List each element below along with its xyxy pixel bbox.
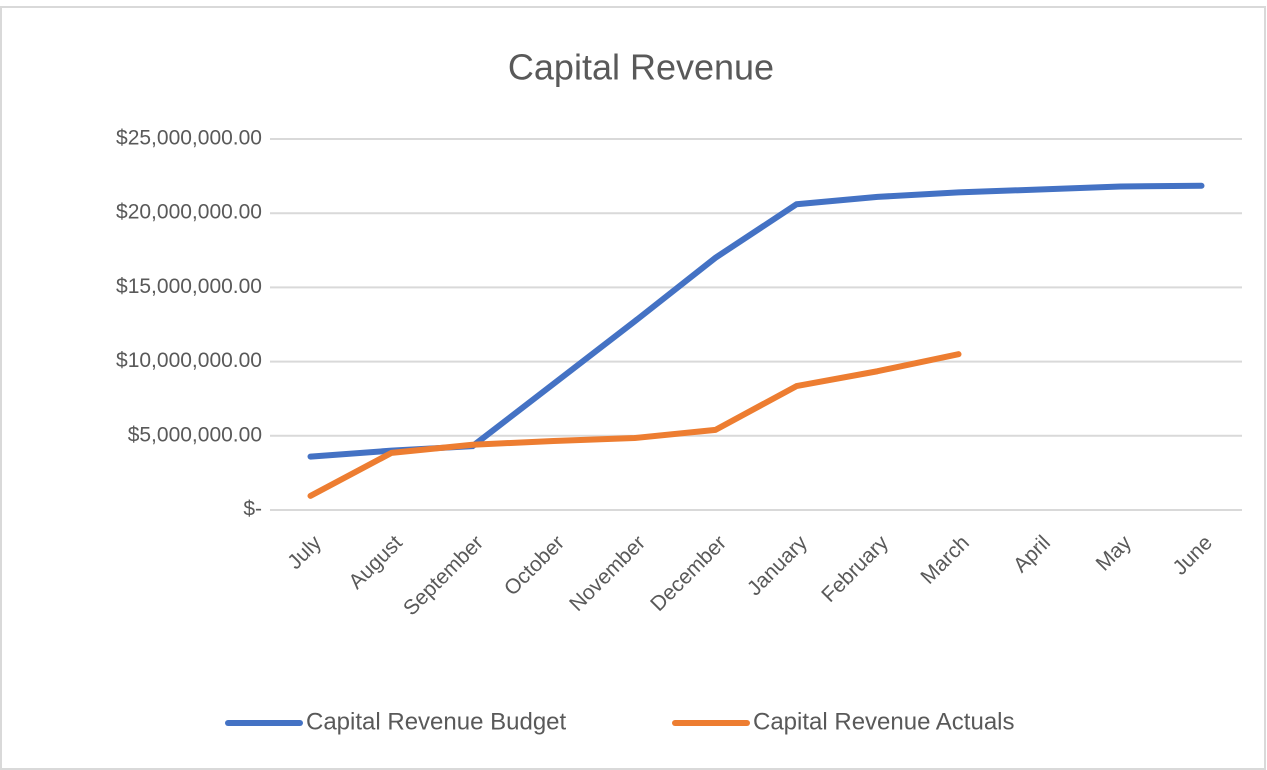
y-tick-label: $10,000,000.00 bbox=[116, 349, 262, 372]
y-tick-label: $20,000,000.00 bbox=[116, 201, 262, 224]
line-series bbox=[307, 351, 962, 499]
y-tick-label: $5,000,000.00 bbox=[128, 423, 262, 446]
legend-label: Capital Revenue Actuals bbox=[753, 708, 1015, 735]
y-tick-label: $15,000,000.00 bbox=[116, 275, 262, 298]
y-tick-label: $- bbox=[243, 498, 262, 521]
y-tick-label: $25,000,000.00 bbox=[116, 127, 262, 150]
chart-title: Capital Revenue bbox=[508, 47, 774, 88]
legend-label: Capital Revenue Budget bbox=[306, 708, 567, 735]
chart-border bbox=[0, 6, 1266, 770]
